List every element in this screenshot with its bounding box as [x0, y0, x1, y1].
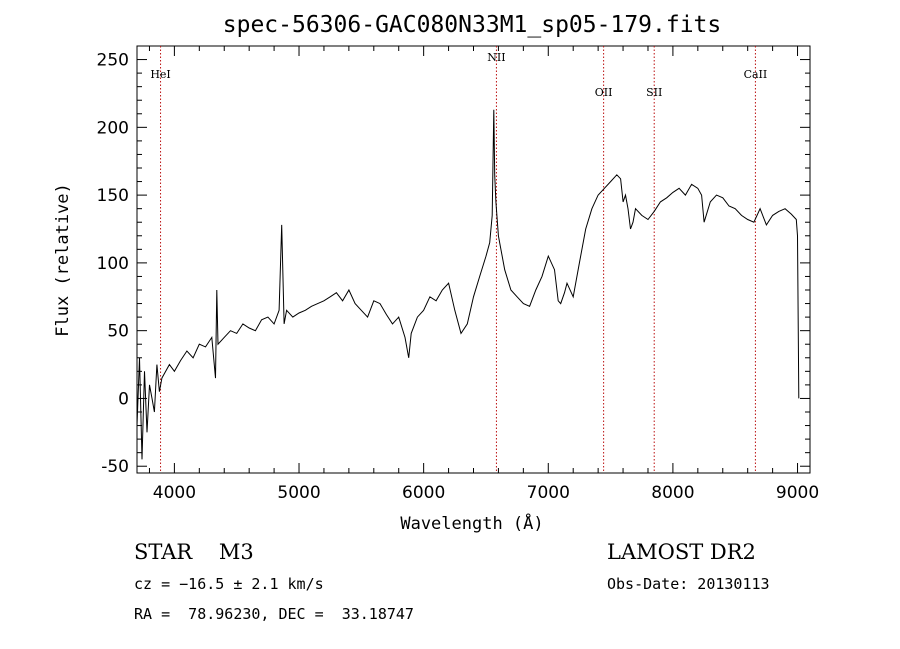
spectrum-line	[136, 109, 800, 460]
y-tick-label: 0	[118, 389, 129, 409]
x-tick-label: 7000	[527, 483, 570, 503]
coordinates-readout: RA = 78.96230, DEC = 33.18747	[134, 605, 414, 623]
plot-frame	[136, 45, 811, 474]
x-tick-label: 9000	[776, 483, 819, 503]
x-axis-label: Wavelength (Å)	[400, 512, 543, 534]
line-label-sii: SII	[646, 86, 662, 99]
x-tick-label: 8000	[651, 483, 694, 503]
y-tick-label: 200	[97, 118, 129, 138]
y-tick-label: 250	[97, 51, 129, 71]
y-axis-label: Flux (relative)	[53, 183, 73, 337]
x-tick-label: 6000	[402, 483, 445, 503]
emission-line-markers: HeI NII OII SII CaII	[150, 46, 767, 473]
axis-ticks: 4000 5000 6000 7000 8000 9000 -50 0 50 100 150 200 2…	[97, 46, 819, 503]
survey-name: LAMOST DR2	[607, 540, 756, 564]
x-tick-label: 5000	[277, 483, 320, 503]
observation-date: Obs-Date: 20130113	[607, 575, 770, 593]
y-tick-label: 100	[97, 254, 129, 274]
line-label-nii: NII	[487, 51, 505, 64]
line-label-oii: OII	[595, 86, 613, 99]
y-tick-label: 50	[107, 322, 129, 342]
object-class: STAR M3	[134, 540, 254, 564]
y-tick-label: 150	[97, 186, 129, 206]
chart-title: spec-56306-GAC080N33M1_sp05-179.fits	[223, 12, 722, 38]
x-tick-label: 4000	[153, 483, 196, 503]
redshift-readout: cz = −16.5 ± 2.1 km/s	[134, 575, 324, 593]
line-label-caii: CaII	[744, 68, 768, 81]
y-tick-label: -50	[101, 457, 129, 477]
line-label-hei: HeI	[150, 68, 170, 81]
